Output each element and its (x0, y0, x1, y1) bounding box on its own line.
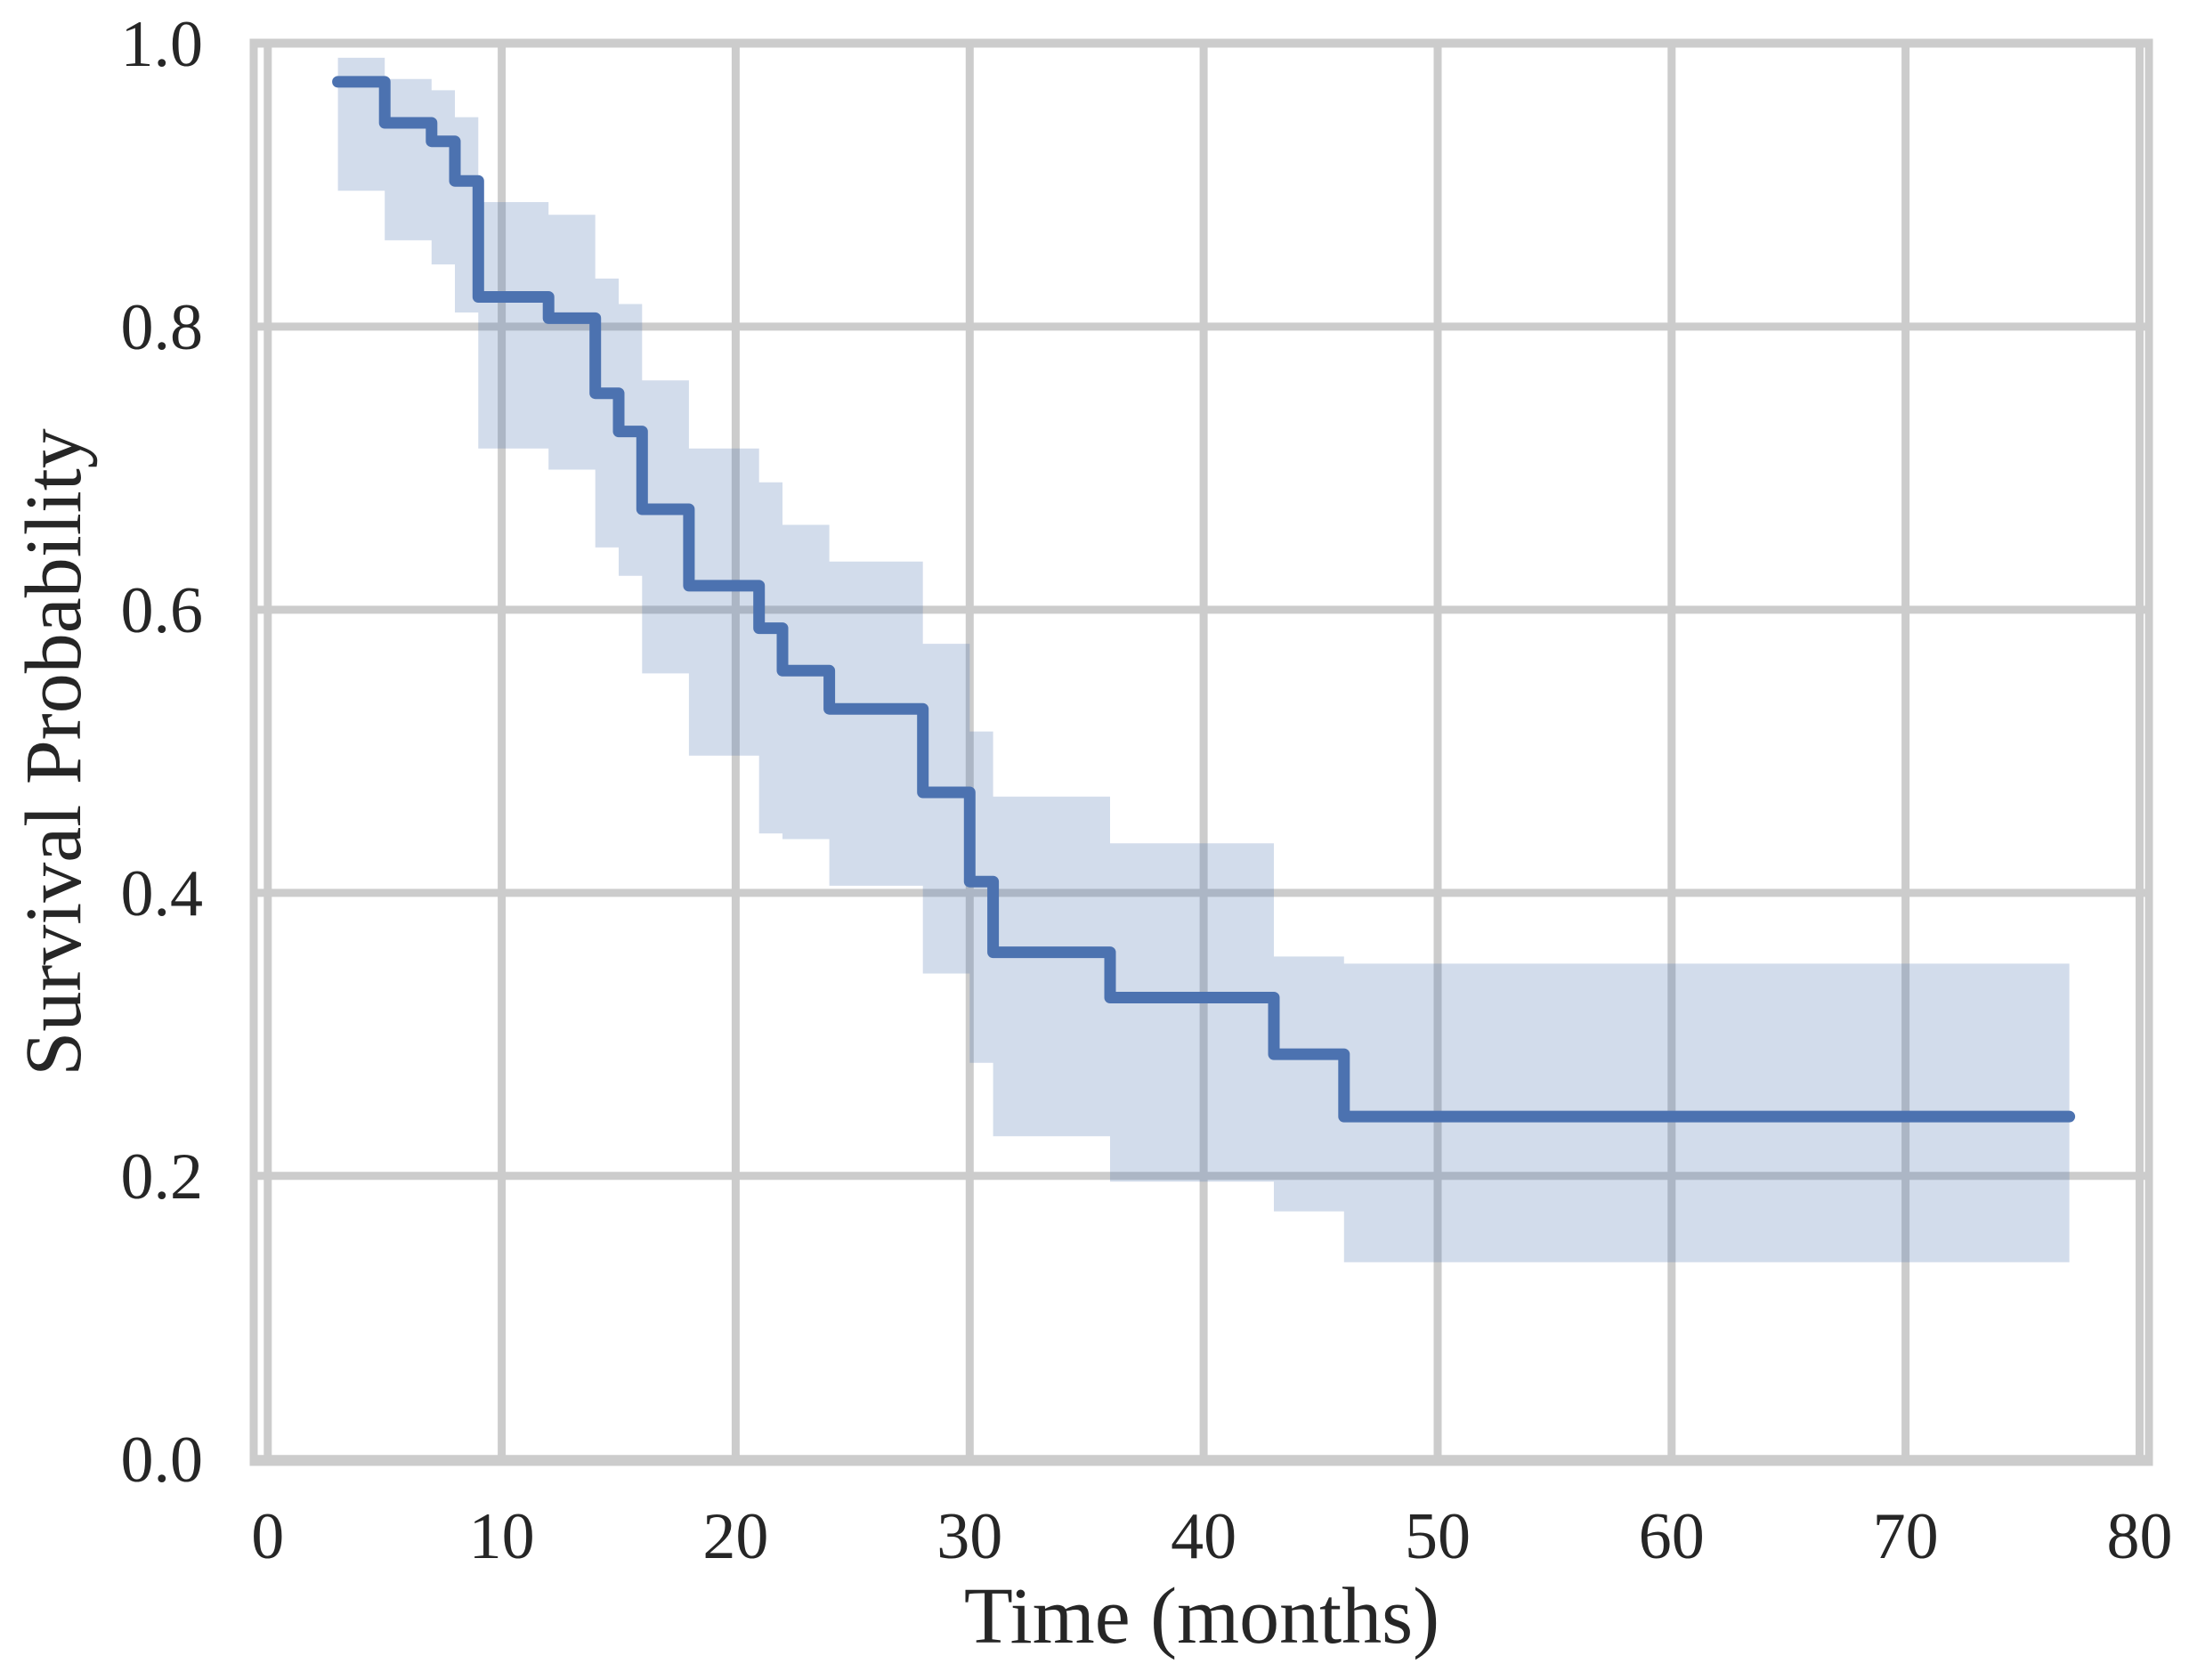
y-tick-label: 0.4 (121, 857, 204, 930)
survival-curve-layer (332, 76, 2076, 1123)
x-tick-label: 60 (1639, 1500, 1705, 1573)
survival-curve (332, 76, 2076, 1123)
x-tick-label: 50 (1405, 1500, 1471, 1573)
confidence-band-layer (337, 57, 2070, 1262)
y-tick-label: 1.0 (121, 8, 204, 81)
y-tick-label: 0.8 (121, 291, 204, 364)
x-tick-label: 40 (1171, 1500, 1236, 1573)
plot-frame (249, 38, 2153, 1466)
x-tick-label: 10 (469, 1500, 535, 1573)
x-tick-label: 20 (702, 1500, 768, 1573)
tick-labels: 0 10 20 30 40 50 60 70 80 0.0 0.2 0.4 0.6 0.8 1.0 (121, 8, 2173, 1573)
y-tick-label: 0.0 (121, 1424, 204, 1497)
x-tick-label: 80 (2107, 1500, 2173, 1573)
axes-spines (249, 38, 2153, 1466)
y-tick-label: 0.2 (121, 1140, 204, 1213)
x-tick-label: 30 (936, 1500, 1002, 1573)
x-axis-label: Time (months) (964, 1572, 1439, 1660)
gridlines (254, 39, 2149, 1464)
confidence-band (337, 57, 2070, 1262)
y-axis-label: Survival Probability (10, 428, 98, 1075)
x-tick-label: 70 (1873, 1500, 1939, 1573)
y-tick-label: 0.6 (121, 574, 204, 647)
x-tick-label: 0 (251, 1500, 284, 1573)
